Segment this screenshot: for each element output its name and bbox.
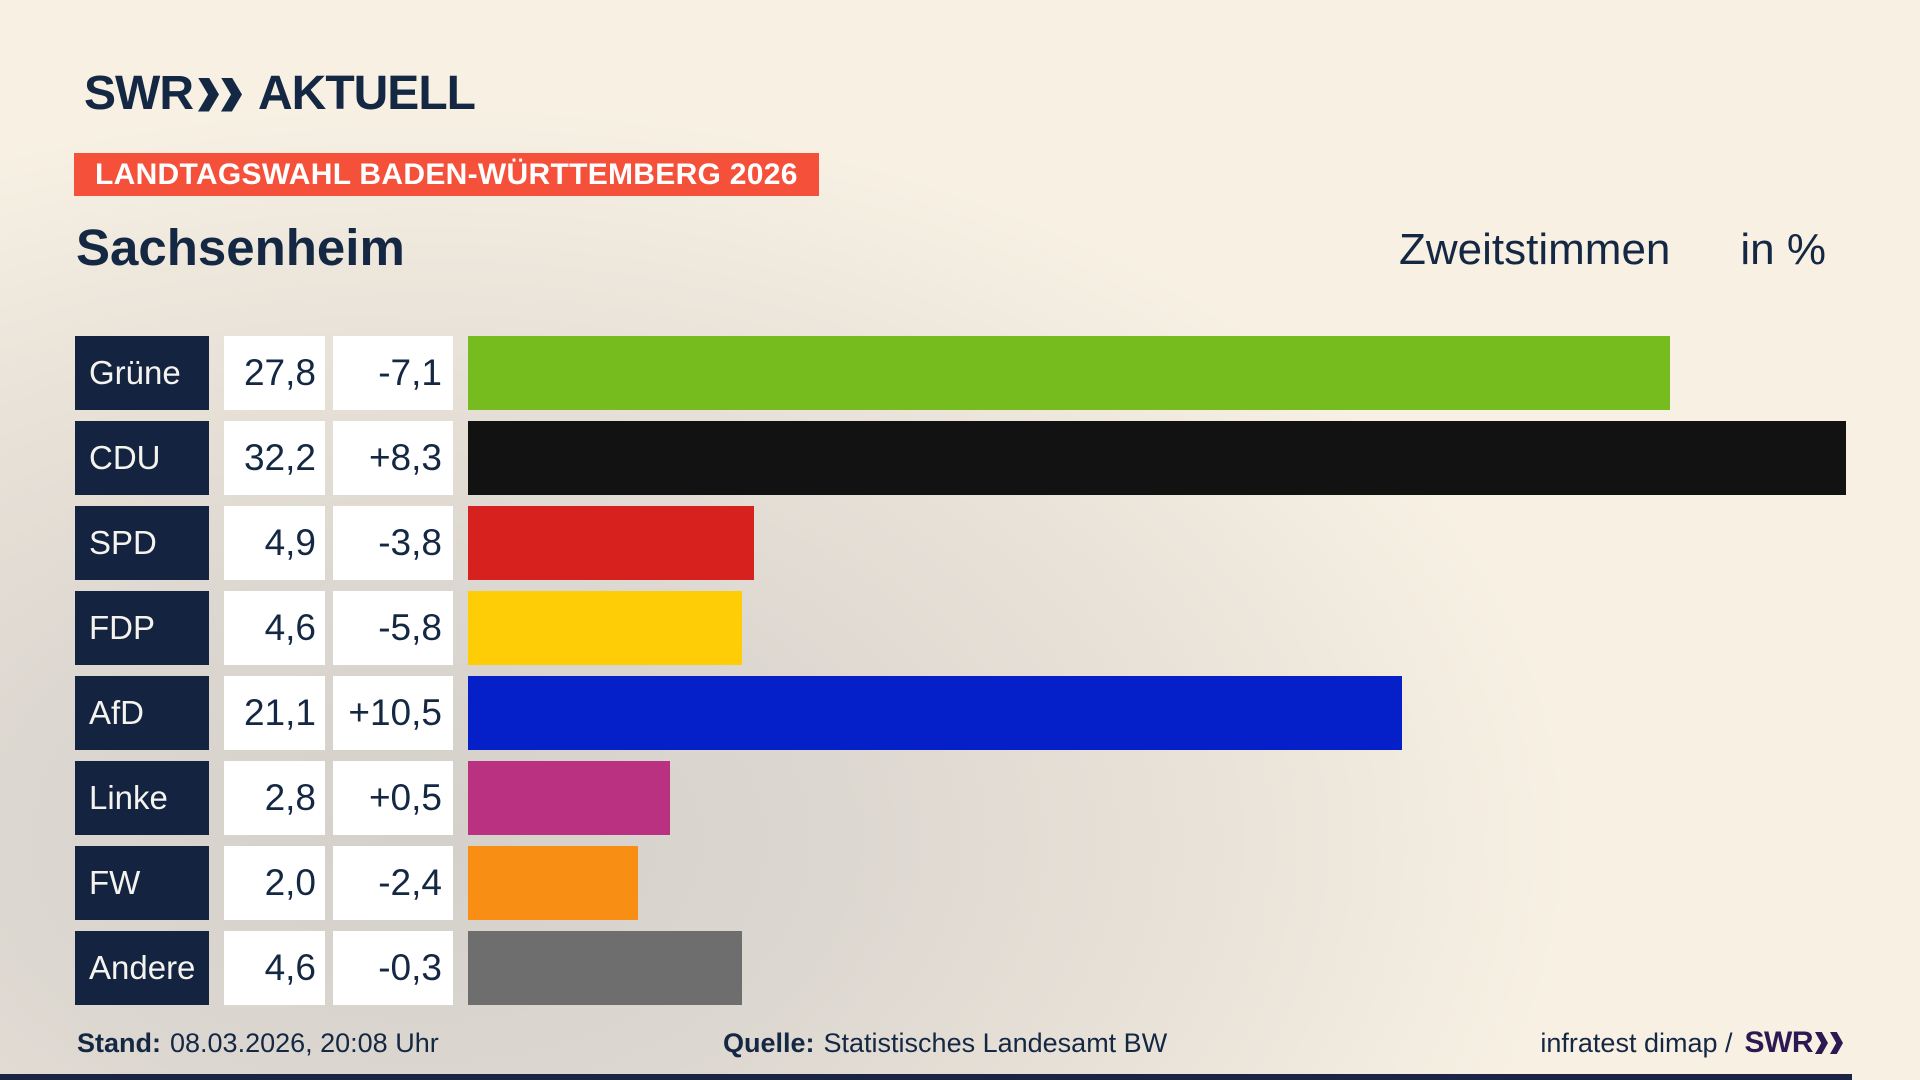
party-row: CDU 32,2 +8,3 (75, 421, 1846, 495)
result-bar (468, 506, 754, 580)
party-label: FDP (75, 591, 209, 665)
result-bar (468, 421, 1846, 495)
party-diff-value: -3,8 (333, 506, 453, 580)
vote-type-main: Zweitstimmen (1399, 225, 1671, 274)
result-bar (468, 761, 670, 835)
video-progress-bar[interactable] (0, 1074, 1852, 1080)
party-diff-value: -2,4 (333, 846, 453, 920)
bar-track (468, 931, 1846, 1005)
logo-swr-text: SWR (84, 67, 194, 120)
party-result-value: 2,0 (224, 846, 325, 920)
bar-track (468, 421, 1846, 495)
page-title: Sachsenheim (76, 219, 405, 276)
bar-track (468, 506, 1846, 580)
party-result-value: 21,1 (224, 676, 325, 750)
party-result-value: 32,2 (224, 421, 325, 495)
party-diff-value: -5,8 (333, 591, 453, 665)
result-bar (468, 336, 1671, 410)
election-banner: LANDTAGSWAHL BADEN-WÜRTTEMBERG 2026 (74, 153, 819, 196)
logo-aktuell-text: AKTUELL (257, 67, 476, 120)
party-label: Andere (75, 931, 209, 1005)
party-label: SPD (75, 506, 209, 580)
result-bar (468, 846, 639, 920)
party-diff-value: +0,5 (333, 761, 453, 835)
party-result-value: 2,8 (224, 761, 325, 835)
bar-track (468, 846, 1846, 920)
party-row: Andere 4,6 -0,3 (75, 931, 1846, 1005)
bar-track (468, 591, 1846, 665)
party-row: Linke 2,8 +0,5 (75, 761, 1846, 835)
party-diff-value: -0,3 (333, 931, 453, 1005)
party-row: FDP 4,6 -5,8 (75, 591, 1846, 665)
party-rows-container: Grüne 27,8 -7,1 CDU 32,2 +8,3 SPD 4,9 -3 (75, 336, 1846, 1005)
chevron-right-icon (1830, 1032, 1843, 1054)
swr-footer-logo: SWR (1744, 1026, 1843, 1060)
chevron-right-icon (220, 77, 242, 112)
source-note: Quelle: Statistisches Landesamt BW (723, 1028, 1167, 1059)
result-bar (468, 931, 742, 1005)
bar-track (468, 761, 1846, 835)
stand-timestamp: Stand: 08.03.2026, 20:08 Uhr (77, 1028, 439, 1059)
bar-track (468, 336, 1846, 410)
footer-logo-swr-text: SWR (1744, 1026, 1814, 1059)
stand-label: Stand: (77, 1028, 161, 1058)
party-row: SPD 4,9 -3,8 (75, 506, 1846, 580)
party-label: CDU (75, 421, 209, 495)
party-label: Grüne (75, 336, 209, 410)
party-result-value: 4,9 (224, 506, 325, 580)
stand-value: 08.03.2026, 20:08 Uhr (170, 1028, 439, 1058)
result-bar (468, 591, 742, 665)
party-row: FW 2,0 -2,4 (75, 846, 1846, 920)
party-label: AfD (75, 676, 209, 750)
vote-type-unit: in % (1740, 225, 1826, 274)
party-result-value: 4,6 (224, 931, 325, 1005)
party-diff-value: +8,3 (333, 421, 453, 495)
chevron-right-icon (1815, 1032, 1828, 1054)
credit-text: infratest dimap / (1540, 1027, 1733, 1058)
party-row: AfD 21,1 +10,5 (75, 676, 1846, 750)
swr-double-chevron-icon (197, 77, 242, 112)
swr-aktuell-logo: SWR AKTUELL (84, 66, 476, 121)
party-label: Linke (75, 761, 209, 835)
result-bar (468, 676, 1402, 750)
quelle-label: Quelle: (723, 1028, 815, 1058)
bar-track (468, 676, 1846, 750)
party-result-value: 4,6 (224, 591, 325, 665)
results-bar-chart: Grüne 27,8 -7,1 CDU 32,2 +8,3 SPD 4,9 -3 (75, 336, 1846, 1016)
party-label: FW (75, 846, 209, 920)
quelle-value: Statistisches Landesamt BW (823, 1028, 1168, 1058)
party-diff-value: -7,1 (333, 336, 453, 410)
credit-note: infratest dimap / SWR (1540, 1026, 1843, 1060)
party-diff-value: +10,5 (333, 676, 453, 750)
party-row: Grüne 27,8 -7,1 (75, 336, 1846, 410)
chevron-right-icon (197, 77, 219, 112)
vote-type-label: Zweitstimmen in % (1399, 228, 1826, 272)
party-result-value: 27,8 (224, 336, 325, 410)
